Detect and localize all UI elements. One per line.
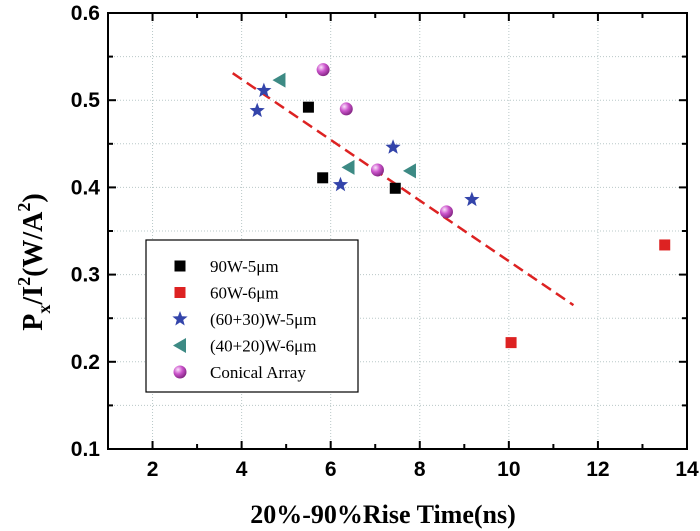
x-tick-label: 4: [236, 458, 248, 481]
data-point: [659, 239, 671, 251]
y-tick-label: 0.3: [71, 264, 100, 287]
series-2: [249, 82, 480, 207]
data-point: [316, 63, 330, 77]
data-point: [505, 337, 517, 349]
legend-label: Conical Array: [210, 363, 306, 382]
data-point: [389, 182, 401, 194]
y-axis-title: Px/I2(W/A2): [14, 193, 54, 330]
data-point: [439, 205, 453, 219]
y-tick-label: 0.4: [71, 176, 101, 199]
axis-ticks: [107, 12, 688, 450]
data-point: [385, 139, 401, 154]
svg-text:Px/I2(W/A2): Px/I2(W/A2): [14, 193, 54, 330]
data-point: [370, 163, 384, 177]
series-4: [316, 63, 453, 219]
data-point: [302, 101, 314, 113]
x-tick-label: 6: [325, 458, 337, 481]
legend-label: (40+20)W-6μm: [210, 337, 317, 356]
data-point: [249, 102, 265, 118]
series-0: [302, 101, 401, 194]
legend-label: (60+30)W-5μm: [210, 310, 317, 329]
data-point: [332, 176, 349, 192]
x-tick-label: 8: [414, 458, 426, 481]
x-tick-label: 10: [497, 458, 520, 481]
data-point: [272, 72, 286, 88]
y-tick-label: 0.1: [71, 438, 101, 461]
x-tick-label: 14: [675, 458, 699, 481]
y-axis-title-sub: x: [34, 305, 54, 314]
data-point: [341, 159, 355, 175]
legend-marker: [173, 338, 186, 353]
data-point: [317, 172, 329, 184]
legend-label: 60W-6μm: [210, 284, 279, 303]
legend-marker: [174, 260, 186, 272]
y-axis-title-unit-sup: 2: [14, 203, 34, 212]
legend-marker: [174, 287, 186, 298]
data-point: [256, 82, 272, 98]
data-point: [464, 191, 480, 207]
tick-labels: 2 4 6 8 10 12 14 0.1 0.2 0.3 0.4 0.5 0.6: [71, 2, 699, 481]
fit-line: [232, 72, 575, 307]
x-tick-label: 2: [147, 458, 159, 481]
y-axis-title-unit-close: ): [18, 193, 49, 202]
legend-marker: [172, 311, 188, 326]
legend-label: 90W-5μm: [210, 257, 279, 276]
y-tick-label: 0.6: [71, 2, 100, 25]
y-axis-title-mid: /I: [18, 286, 49, 306]
data-point: [402, 163, 416, 179]
legend-marker: [173, 365, 187, 379]
x-tick-label: 12: [586, 458, 609, 481]
x-axis-title: 20%-90%Rise Time(ns): [250, 500, 516, 529]
series-1: [505, 239, 671, 349]
legend: 90W-5μm 60W-6μm (60+30)W-5μm (40+20)W-6μm Co…: [145, 239, 359, 393]
fit-line-layer: [232, 72, 575, 307]
y-tick-label: 0.5: [71, 89, 101, 112]
data-point: [339, 102, 353, 116]
data-points: [249, 63, 671, 349]
y-tick-label: 0.2: [71, 351, 100, 374]
y-axis-title-sup: 2: [14, 277, 34, 286]
y-axis-title-base: P: [18, 314, 49, 331]
series-3: [272, 72, 416, 179]
y-axis-title-unit-open: (W/A: [18, 211, 49, 277]
